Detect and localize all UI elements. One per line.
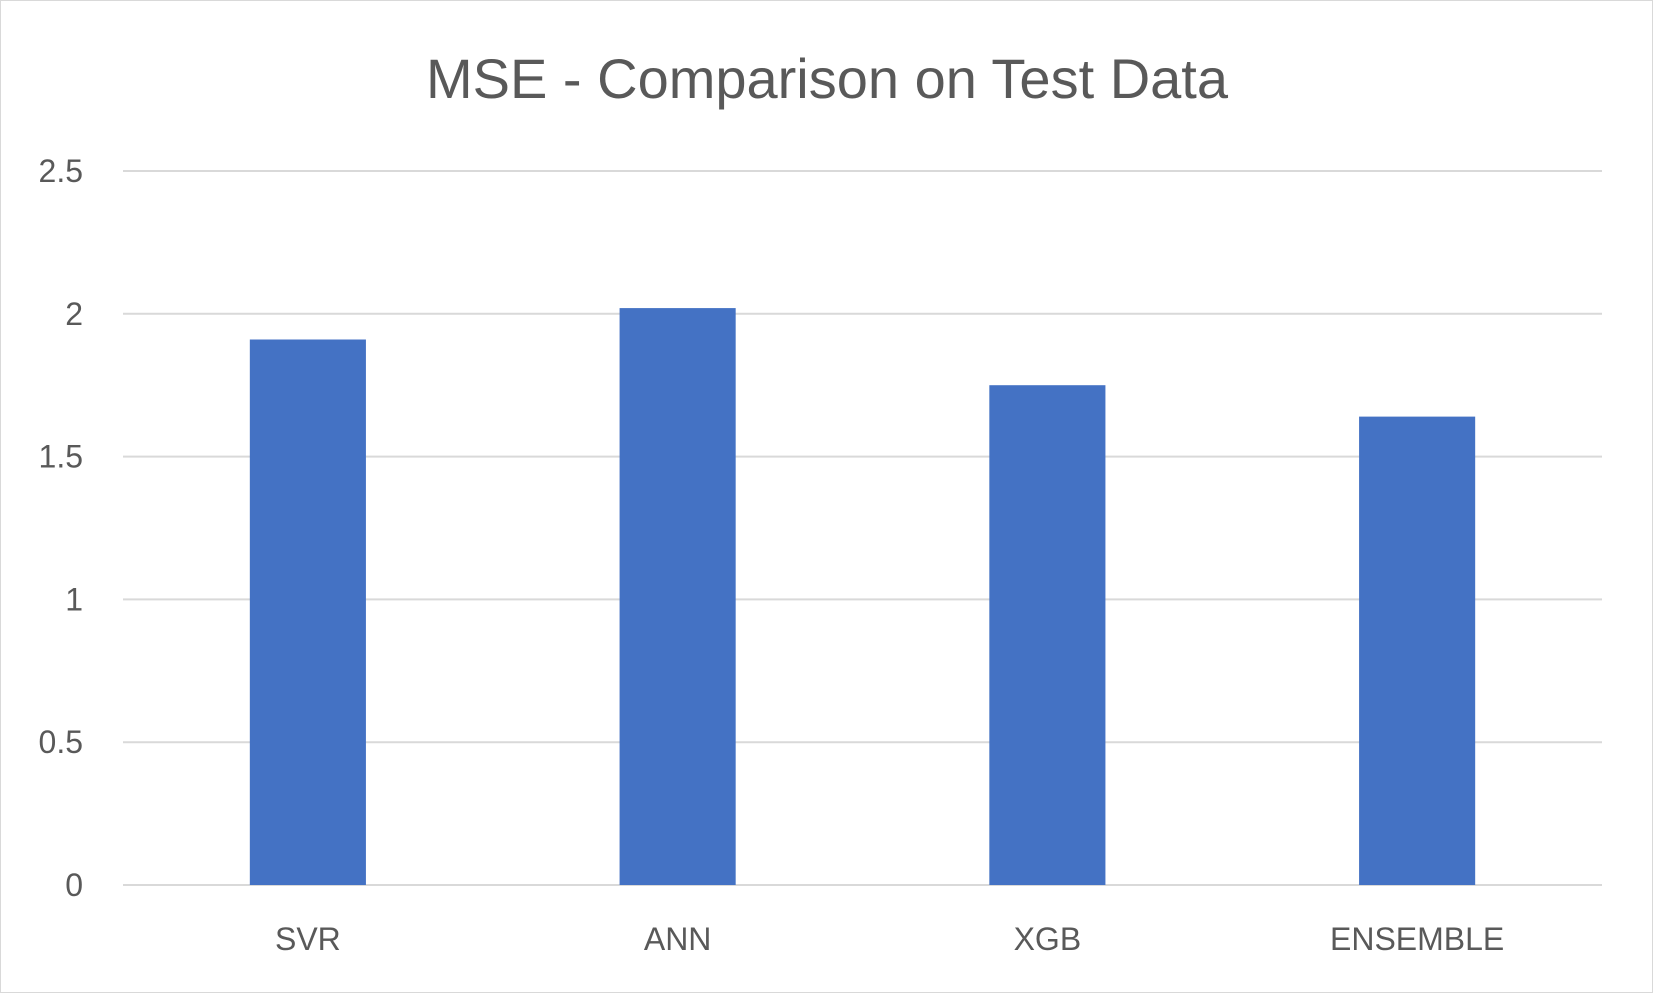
- y-axis-ticks: 0 0.5 1 1.5 2 2.5: [39, 153, 83, 903]
- bar-xgb: [989, 385, 1106, 885]
- x-category-label: XGB: [1014, 921, 1082, 957]
- x-category-label: SVR: [275, 921, 341, 957]
- chart-title: MSE - Comparison on Test Data: [426, 47, 1229, 110]
- x-category-label: ANN: [644, 921, 712, 957]
- y-tick-label: 1.5: [39, 439, 83, 475]
- y-tick-label: 1: [65, 581, 83, 617]
- bar-svr: [249, 339, 366, 885]
- bar-ann: [619, 308, 736, 885]
- bar-ensemble: [1359, 416, 1476, 885]
- y-tick-label: 0: [65, 867, 83, 903]
- bars: [249, 308, 1476, 885]
- x-axis-categories: SVR ANN XGB ENSEMBLE: [275, 921, 1504, 957]
- gridlines: [123, 170, 1602, 886]
- x-category-label: ENSEMBLE: [1330, 921, 1504, 957]
- y-tick-label: 0.5: [39, 724, 83, 760]
- y-tick-label: 2: [65, 296, 83, 332]
- y-tick-label: 2.5: [39, 153, 83, 189]
